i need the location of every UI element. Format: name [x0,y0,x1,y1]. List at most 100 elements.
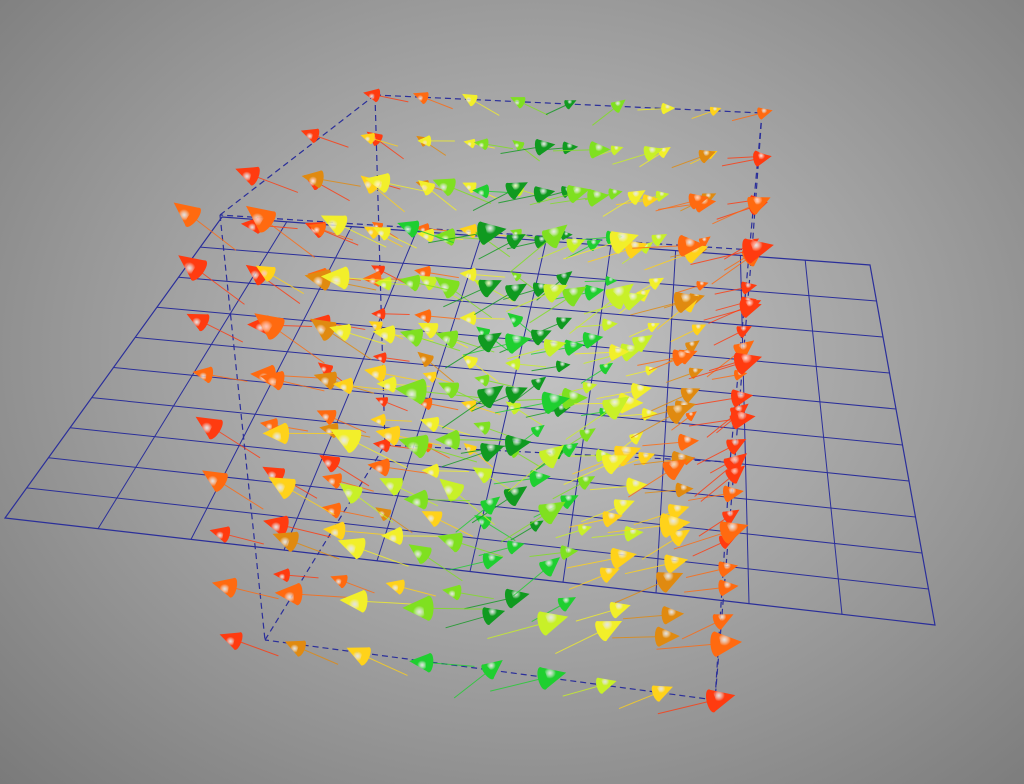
vector-shaft [685,568,725,578]
bounding-box-edge [219,214,753,251]
vector-glyph [498,186,556,204]
vector-glyph [273,568,319,582]
cone-icon [362,271,379,287]
cone-icon [320,266,346,290]
vector-shaft [382,181,432,194]
cone-icon [600,362,614,375]
cone-base [477,389,492,409]
vector-shaft [422,553,463,582]
cone-icon [632,335,653,352]
vector-shaft [713,330,743,346]
cone-base [228,577,238,598]
vector-shaft [630,301,683,316]
vector-glyph [417,351,455,383]
vector-glyph [260,371,325,392]
cone-icon [439,478,464,502]
vector-glyph [490,667,567,692]
vector-glyph [272,531,340,560]
vector-glyph [685,561,739,578]
cone-base [587,240,594,251]
vector-glyph [364,364,423,383]
cone-base [731,389,739,408]
cone-base [605,276,610,286]
cone-icon [375,507,391,521]
cone-icon [459,267,475,282]
vector-shaft [563,240,620,260]
vector-glyph [397,220,454,244]
cone-base [557,598,567,612]
vector-glyph [379,477,439,507]
cone-base [222,526,231,543]
vector-shaft [272,325,325,364]
cone-base [638,452,646,466]
vector-shaft [420,499,470,502]
cone-base [427,276,437,291]
cone-base [539,450,555,469]
vector-glyph [665,367,704,383]
vector-shaft [633,510,675,526]
vector-shaft [374,94,409,103]
vector-glyph [370,413,412,427]
cone-base [506,234,516,250]
cone-base [483,184,490,198]
cone-base [349,486,363,504]
vector-shaft [657,699,716,715]
cone-icon [507,312,523,327]
cone-base [734,369,739,381]
vector-glyph [173,202,237,251]
cone-base [537,667,548,690]
cone-base [518,97,526,109]
cone-base [431,416,440,432]
cone-base [480,443,490,462]
vector-glyph [461,354,499,383]
vector-shaft [618,692,659,710]
vector-shaft [566,557,619,569]
vector-glyph [656,631,743,657]
vector-glyph [300,128,349,148]
cone-base [503,489,517,506]
vector-glyph [493,470,551,488]
vector-glyph [441,443,505,468]
cone-icon [670,529,691,546]
vector-shaft [426,315,461,320]
cone-base [740,299,750,316]
vector-shaft [424,607,488,610]
vector-glyph [435,330,495,353]
cone-base [507,540,514,555]
cone-icon [531,376,547,390]
vector-shaft [716,418,735,434]
vector-glyph [644,482,694,498]
cone-base [705,689,717,713]
vector-shaft [565,407,614,440]
cone-base [741,281,747,295]
cone-base [718,561,726,577]
vector-glyph [628,322,660,338]
cone-base [282,478,296,499]
cone-icon [606,283,634,309]
vector-shaft [487,621,548,639]
cone-icon [680,433,700,451]
vector-glyph [412,92,453,110]
cone-base [609,601,618,619]
cone-base [360,647,371,666]
cone-base [651,685,661,702]
vector-shaft [529,192,575,206]
vector-shaft [531,365,561,372]
vector-shaft [700,474,734,502]
vector-glyph [462,93,500,116]
cone-base [712,614,723,630]
cone-base [293,583,303,606]
cone-icon [459,311,474,325]
cone-icon [644,194,659,207]
cone-icon [245,205,275,233]
vector-glyph [408,544,463,582]
vector-shaft [633,459,679,466]
cone-base [587,189,595,207]
vector-shaft [425,271,459,279]
cone-icon [658,626,680,647]
cone-base [358,590,368,613]
vector-shaft [587,248,633,263]
cone-base [595,449,601,463]
cone-icon [418,180,435,196]
